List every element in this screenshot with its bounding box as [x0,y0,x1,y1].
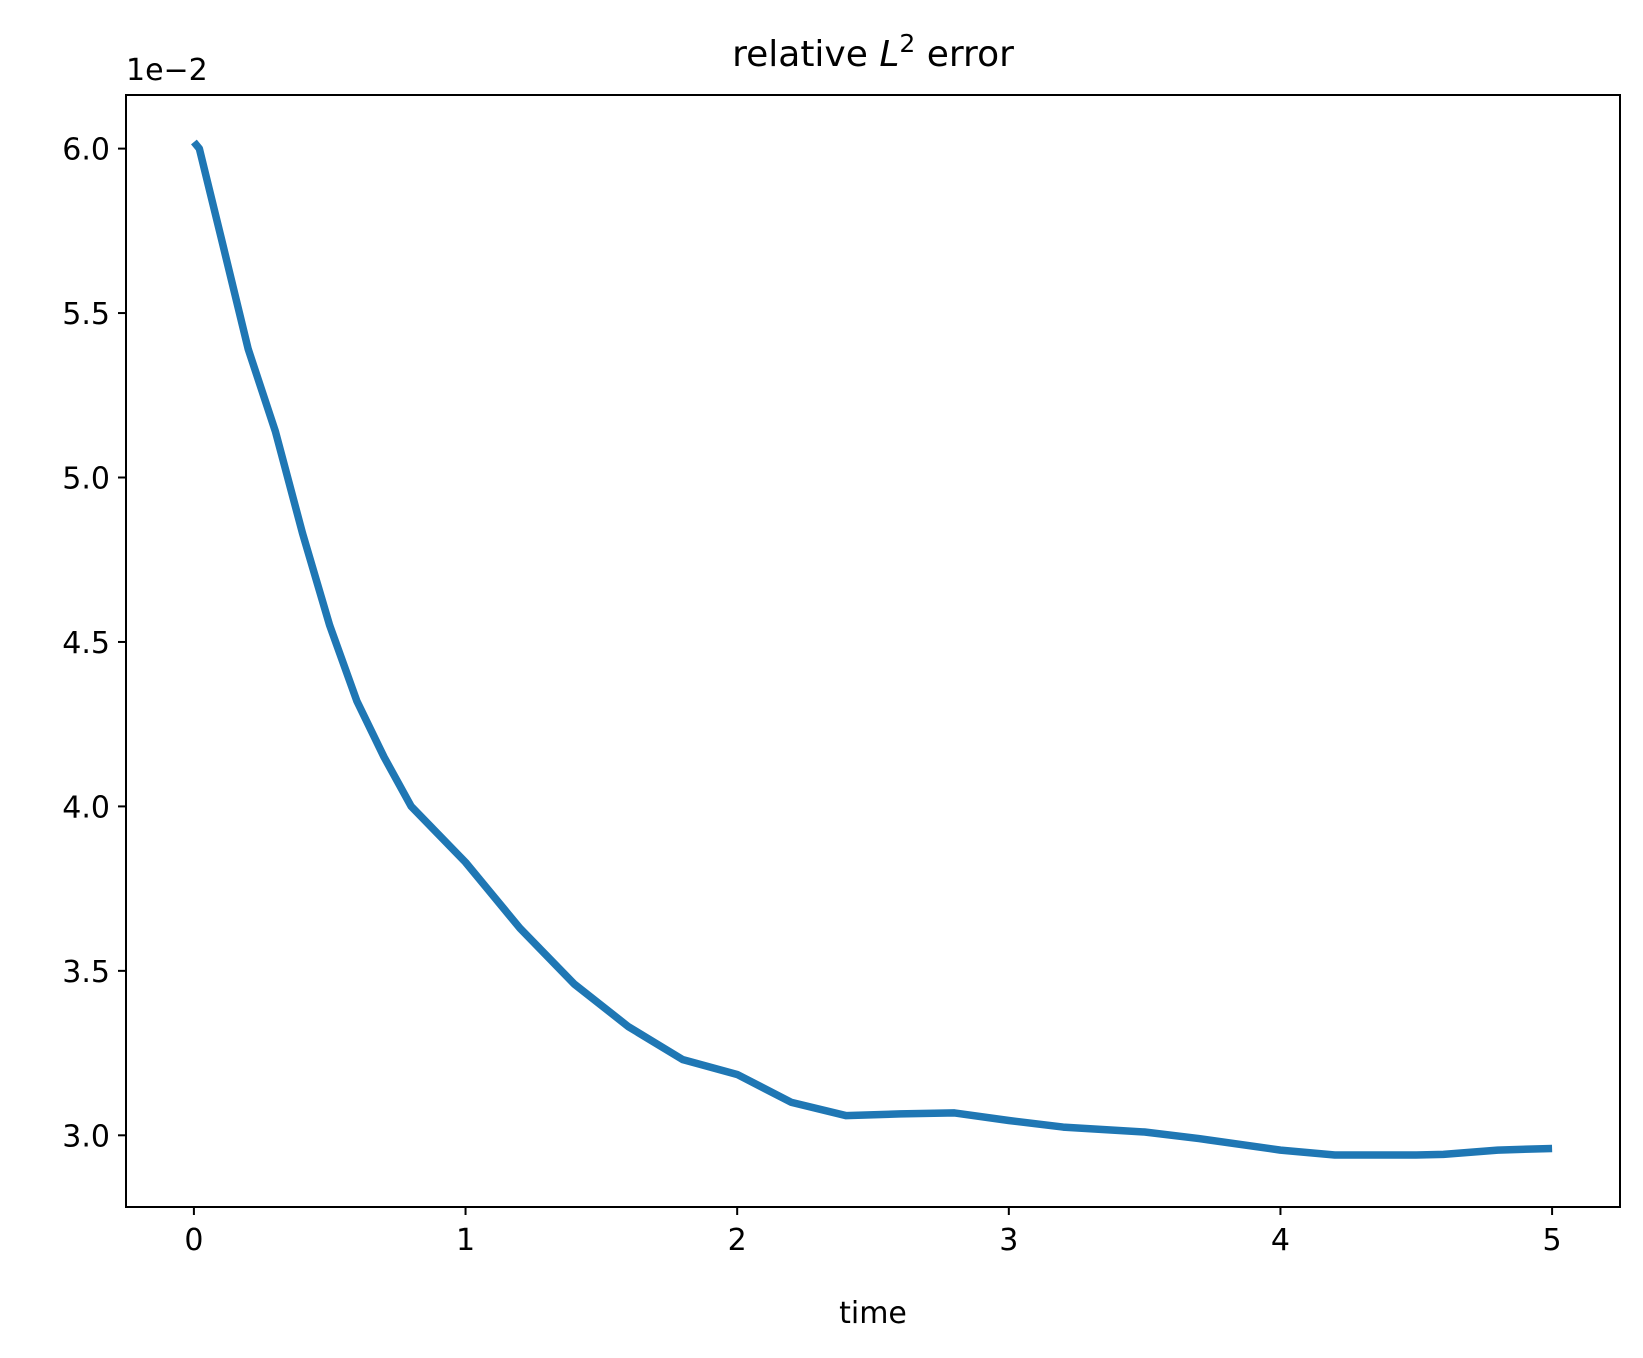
y-tick-label: 3.0 [62,1119,110,1154]
y-tick-label: 4.5 [62,626,110,661]
y-tick-label: 6.0 [62,133,110,168]
y-tick-label: 4.0 [62,790,110,825]
chart-title: relative L2 error [732,29,1014,75]
x-tick-label: 2 [728,1223,747,1258]
x-tick-label: 3 [999,1223,1018,1258]
data-line [191,139,1553,1159]
x-axis-label: time [839,1296,907,1331]
x-tick-label: 5 [1543,1223,1562,1258]
x-tick-label: 1 [456,1223,475,1258]
x-tick-label: 0 [184,1223,203,1258]
plot-frame [125,94,1621,1208]
y-tick-label: 5.5 [62,297,110,332]
y-offset-label: 1e−2 [126,53,208,88]
y-tick-label: 3.5 [62,955,110,990]
y-tick-label: 5.0 [62,462,110,497]
title-symbol: L [879,34,899,75]
title-text: error [915,34,1014,75]
title-superscript: 2 [899,29,915,58]
title-text: relative [732,34,879,75]
x-tick-label: 4 [1271,1223,1290,1258]
